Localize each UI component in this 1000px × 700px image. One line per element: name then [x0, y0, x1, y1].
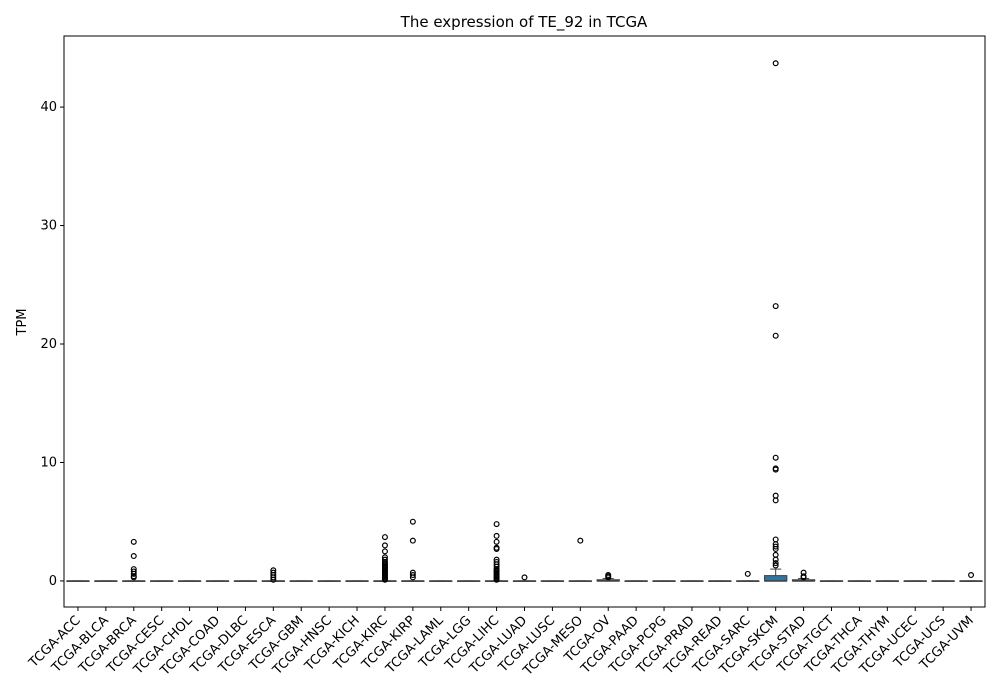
outlier-point [772, 556, 779, 563]
plot-area: 010203040TCGA-ACCTCGA-BLCATCGA-BRCATCGA-… [26, 35, 986, 679]
outlier-point [409, 537, 416, 544]
outlier-point [493, 538, 500, 545]
outlier-point [130, 538, 137, 545]
outlier-point [772, 562, 779, 569]
outlier-point [381, 548, 388, 555]
y-tick-label: 30 [40, 219, 57, 234]
outlier-point [772, 332, 779, 339]
y-tick-label: 10 [40, 455, 57, 470]
outlier-point [381, 576, 388, 583]
outlier-point [968, 572, 975, 579]
outlier-point [493, 521, 500, 528]
outlier-point [772, 497, 779, 504]
outlier-point [270, 576, 277, 583]
outlier-point [772, 543, 779, 550]
outlier-point [521, 574, 528, 581]
outlier-point [744, 570, 751, 577]
chart-title: The expression of TE_92 in TCGA [400, 13, 648, 32]
outlier-point [130, 553, 137, 560]
outlier-point [409, 518, 416, 525]
box-tcga-skcm [764, 575, 788, 582]
outlier-point [130, 570, 137, 577]
outlier-point [772, 536, 779, 543]
outlier-point [409, 572, 416, 579]
outlier-point [772, 545, 779, 552]
outlier-point [270, 574, 277, 581]
outlier-point [772, 60, 779, 67]
plot-frame [63, 35, 986, 608]
outlier-point [772, 551, 779, 558]
y-tick-label: 0 [49, 574, 57, 589]
outlier-point [381, 534, 388, 541]
y-tick-label: 40 [40, 100, 57, 115]
outlier-point [493, 545, 500, 552]
outlier-point [409, 574, 416, 581]
outlier-point [381, 542, 388, 549]
outlier-point [772, 454, 779, 461]
y-tick-label: 20 [40, 337, 57, 352]
outlier-point [605, 574, 612, 581]
outlier-point [772, 303, 779, 310]
y-axis-label: TPM [15, 309, 30, 337]
outlier-point [493, 532, 500, 539]
outlier-point [493, 576, 500, 583]
outlier-point [772, 560, 779, 567]
outlier-point [577, 537, 584, 544]
outlier-point [130, 574, 137, 581]
outlier-point [800, 574, 807, 581]
outlier-point [772, 466, 779, 473]
outlier-point [772, 492, 779, 499]
